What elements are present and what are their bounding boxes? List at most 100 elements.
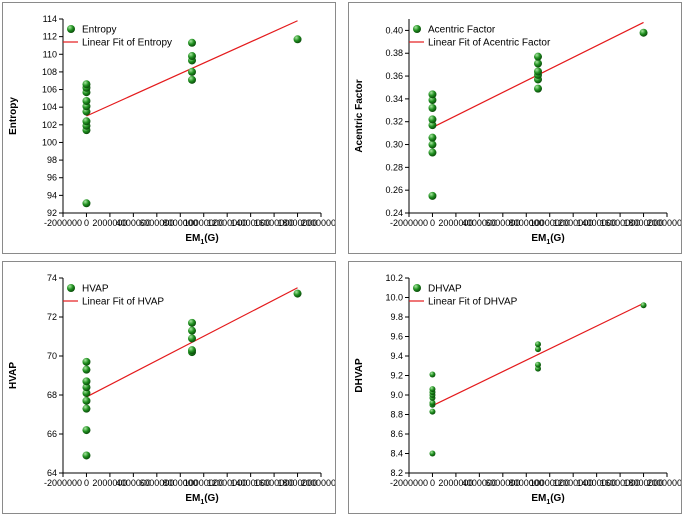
data-point (428, 148, 437, 157)
data-point (82, 357, 91, 366)
x-tick-label: 0 (84, 218, 89, 228)
data-point (188, 52, 196, 61)
x-tick-label: 8000000 (163, 478, 198, 488)
data-point (428, 115, 437, 124)
x-tick-label: 4000000 (116, 218, 151, 228)
legend-label-fit: Linear Fit of Acentric Factor (428, 38, 551, 49)
x-tick-label: 18000000 (624, 218, 664, 228)
x-tick-label: 12000000 (207, 218, 247, 228)
y-axis-title: Entropy (8, 97, 19, 135)
data-point (428, 140, 437, 149)
chart-panel-hvap: 64 66 68 70 72 74 -2000000 0 2000000 4000000 60000… (2, 261, 336, 514)
x-tick-label: 14000000 (577, 478, 617, 488)
y-tick-label: 0.30 (385, 140, 403, 150)
y-tick-label: 114 (43, 14, 57, 24)
data-point (535, 341, 541, 348)
x-tick-label: 2000000 (438, 478, 473, 488)
x-axis-title: EM1(G) (531, 233, 564, 246)
legend-marker (413, 25, 421, 33)
x-tick-label: 0 (430, 218, 435, 228)
data-point (188, 75, 196, 84)
data-point (293, 289, 302, 298)
x-tick-label: 18000000 (624, 478, 664, 488)
x-tick-label: 0 (84, 478, 89, 488)
x-tick-label: 10000000 (530, 218, 570, 228)
y-tick-label: 102 (42, 120, 57, 130)
y-tick-label: 9.8 (390, 312, 403, 322)
x-axis-title-suffix: (G) (204, 493, 218, 504)
y-tick-label: 8.6 (390, 429, 403, 439)
y-tick-label: 74 (47, 273, 57, 283)
data-point (82, 365, 91, 374)
data-point (82, 389, 91, 398)
x-tick-label: 6000000 (139, 478, 174, 488)
x-tick-label: 6000000 (139, 218, 174, 228)
x-tick-label: 8000000 (163, 218, 198, 228)
y-tick-label: 68 (47, 390, 57, 400)
x-tick-label: 16000000 (254, 478, 294, 488)
data-point (429, 386, 436, 393)
y-tick-label: 0.36 (385, 71, 403, 81)
data-point (188, 38, 196, 47)
data-point (82, 117, 91, 126)
x-tick-label: 0 (430, 478, 435, 488)
data-point (429, 450, 436, 457)
y-tick-label: 9.4 (390, 351, 403, 361)
y-tick-label: 64 (47, 468, 57, 478)
chart-svg: 0.24 0.26 0.28 0.30 0.32 0.34 0.36 0.38 0.40 -200… (354, 19, 681, 246)
data-point (82, 97, 91, 106)
y-axis-title: DHVAP (354, 358, 365, 393)
data-point (82, 377, 91, 386)
y-tick-label: 0.34 (385, 94, 403, 104)
y-tick-label: 8.4 (390, 449, 403, 459)
y-tick-label: 106 (42, 85, 57, 95)
x-axis-title-main: EM (531, 493, 546, 504)
x-tick-label: 18000000 (278, 218, 318, 228)
y-tick-label: 108 (42, 67, 57, 77)
y-tick-label: 100 (42, 137, 57, 147)
x-axis-title-main: EM (185, 233, 200, 244)
x-tick-label: 6000000 (485, 478, 520, 488)
data-point (535, 361, 541, 368)
y-tick-label: 104 (42, 102, 57, 112)
y-tick-label: 94 (47, 190, 57, 200)
x-tick-label: 4000000 (462, 218, 497, 228)
x-axis-title-main: EM (531, 233, 546, 244)
x-axis-title-sub: 1 (200, 239, 204, 246)
data-point (428, 90, 437, 99)
data-point (429, 408, 436, 415)
data-point (188, 318, 196, 327)
x-tick-label: 6000000 (485, 218, 520, 228)
y-tick-label: 0.38 (385, 48, 403, 58)
x-tick-label: 2000000 (438, 218, 473, 228)
chart-panel-dhvap: 8.2 8.4 8.6 8.8 9.0 9.2 9.4 9.6 9.8 10.0 10.2 -2000… (348, 261, 682, 514)
data-point (188, 67, 196, 76)
y-axis-title: HVAP (8, 362, 19, 389)
data-point (429, 371, 436, 378)
y-tick-label: 9.0 (390, 390, 403, 400)
x-tick-label: 10000000 (530, 478, 570, 488)
data-point (82, 451, 91, 460)
data-point (188, 334, 196, 343)
chart-panel-entropy: 92 94 96 98 100 102 104 106 108 110 112 114 -2000000… (2, 2, 336, 254)
chart-svg: 92 94 96 98 100 102 104 106 108 110 112 114 -2000000… (8, 14, 335, 246)
x-axis-title-suffix: (G) (550, 233, 564, 244)
legend-marker (413, 284, 421, 292)
x-tick-label: 14000000 (231, 478, 271, 488)
x-tick-label: 12000000 (553, 478, 593, 488)
data-point (82, 396, 91, 405)
x-tick-label: 14000000 (231, 218, 271, 228)
x-axis-title-main: EM (185, 493, 200, 504)
y-tick-label: 0.40 (385, 25, 403, 35)
y-axis-title: Acentric Factor (354, 79, 365, 152)
y-tick-label: 66 (47, 429, 57, 439)
chart-svg: 8.2 8.4 8.6 8.8 9.0 9.2 9.4 9.6 9.8 10.0 10.2 -2000… (354, 273, 681, 506)
data-point (640, 302, 647, 309)
x-tick-label: -2000000 (44, 218, 82, 228)
x-tick-label: 12000000 (553, 218, 593, 228)
y-tick-label: 0.26 (385, 185, 403, 195)
x-tick-label: 8000000 (509, 218, 544, 228)
